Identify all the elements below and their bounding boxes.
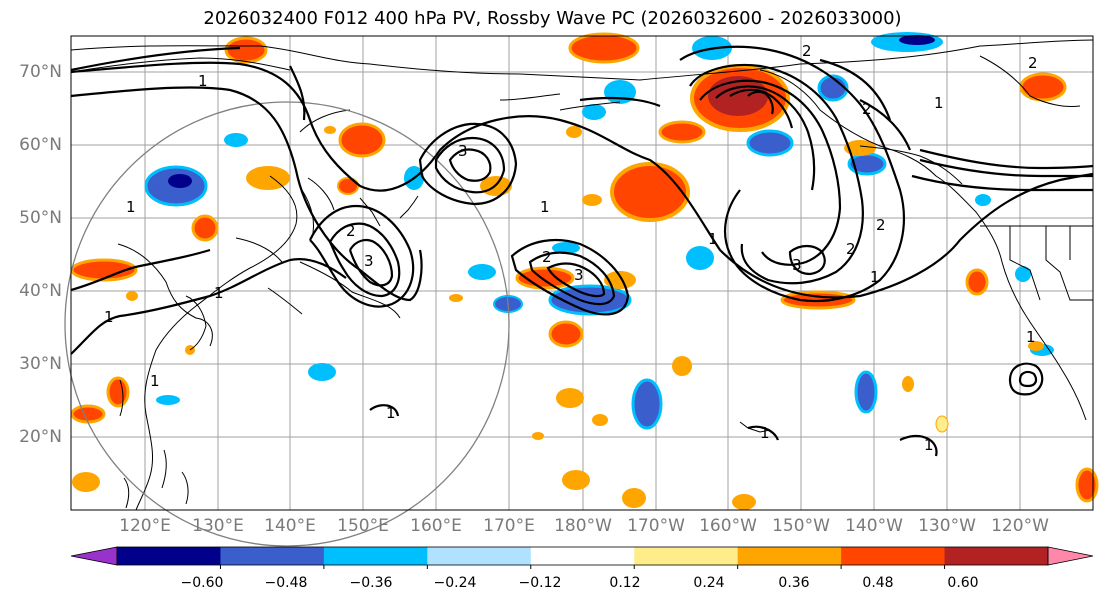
colorbar-segment [634, 547, 739, 565]
coastlines [70, 39, 1094, 511]
colorbar-tick: −0.60 [180, 575, 224, 591]
colorbar-tick: 0.36 [778, 575, 810, 591]
colorbar-tick: 0.24 [693, 575, 725, 591]
lon-label: 160°E [410, 516, 462, 536]
lon-label: 180°W [554, 516, 612, 536]
colorbar-tick: −0.24 [433, 575, 477, 591]
contour-label: 1 [386, 404, 396, 422]
contour-label: 3 [458, 142, 468, 160]
contour-label: 1 [708, 230, 718, 248]
colorbar-segment [323, 547, 428, 565]
colorbar-tick: −0.36 [349, 575, 393, 591]
lon-label: 150°W [772, 516, 830, 536]
chart-title: 2026032400 F012 400 hPa PV, Rossby Wave … [203, 8, 902, 29]
colorbar-tick: −0.12 [518, 575, 562, 591]
lat-label: 20°N [19, 427, 62, 447]
lon-label: 140°W [845, 516, 903, 536]
contour-label: 1 [540, 198, 550, 216]
contour-label-group: 1 1 1 1 1 2 3 1 3 2 3 2 2 1 2 2 1 3 1 1 … [104, 42, 1038, 454]
colorbar [70, 546, 1094, 569]
lat-label: 50°N [19, 208, 62, 228]
contour-label: 2 [846, 240, 856, 258]
lon-label: 170°E [483, 516, 535, 536]
colorbar-tick: 0.60 [947, 575, 979, 591]
colorbar-segment [737, 547, 842, 565]
pv-positive-anomalies [70, 32, 1099, 510]
lon-label: 130°E [192, 516, 244, 536]
contour-label: 2 [802, 42, 812, 60]
colorbar-tick: −0.48 [264, 575, 308, 591]
colorbar-tick: 0.12 [609, 575, 641, 591]
lat-label: 60°N [19, 135, 62, 155]
lon-label: 120°W [991, 516, 1049, 536]
lat-label: 40°N [19, 281, 62, 301]
colorbar-segment [944, 547, 1049, 565]
colorbar-segment [530, 547, 635, 565]
contour-label: 1 [760, 424, 770, 442]
map-border [70, 35, 1094, 511]
contour-label: 2 [862, 100, 872, 118]
contour-label: 1 [934, 94, 944, 112]
contour-label: 1 [924, 436, 934, 454]
contour-label: 2 [542, 248, 552, 266]
region-circle [64, 101, 510, 547]
pv-negative-anomalies [144, 32, 1054, 430]
colorbar-extend-left [70, 546, 118, 566]
contour-label: 3 [792, 256, 802, 274]
contour-label: 1 [870, 268, 880, 286]
lon-label: 130°W [918, 516, 976, 536]
colorbar-segment [220, 547, 325, 565]
contour-label: 2 [346, 222, 356, 240]
lon-label: 120°E [119, 516, 171, 536]
lat-label: 30°N [19, 354, 62, 374]
contour-label: 1 [1026, 328, 1036, 346]
colorbar-extend-right [1047, 546, 1094, 566]
lon-label: 170°W [627, 516, 685, 536]
colorbar-outline [116, 546, 1049, 566]
colorbar-tick: 0.48 [862, 575, 894, 591]
colorbar-segment [117, 547, 221, 565]
colorbar-segment [841, 547, 946, 565]
contour-label: 2 [1028, 54, 1038, 72]
contour-label: 3 [574, 266, 584, 284]
contour-label: 1 [150, 372, 160, 390]
contour-label: 1 [126, 198, 136, 216]
contour-label: 1 [104, 308, 114, 326]
contour-label: 3 [364, 252, 374, 270]
pv-contours [70, 45, 1094, 457]
contour-label: 1 [198, 72, 208, 90]
lat-label: 70°N [19, 62, 62, 82]
colorbar-segment [427, 547, 532, 565]
lon-label: 140°E [264, 516, 316, 536]
contour-label: 1 [214, 284, 224, 302]
lon-label: 160°W [699, 516, 757, 536]
lon-label: 150°E [337, 516, 389, 536]
contour-label: 2 [876, 216, 886, 234]
